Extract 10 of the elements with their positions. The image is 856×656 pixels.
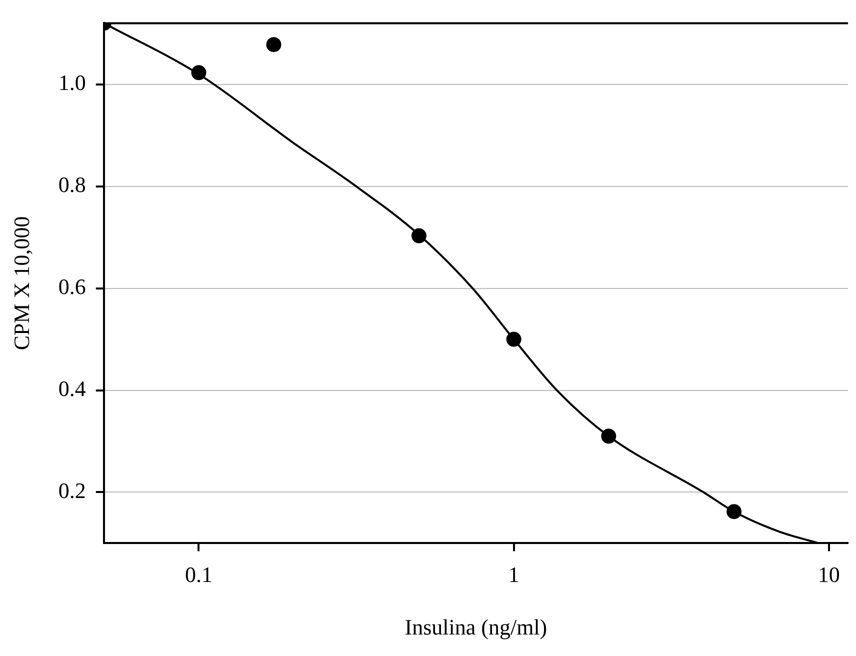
y-tick-label: 0.8 bbox=[58, 172, 86, 198]
x-tick-label: 0.1 bbox=[184, 562, 212, 588]
y-tick-label: 0.2 bbox=[58, 478, 86, 503]
y-axis-title: CPM X 10,000 bbox=[8, 216, 34, 350]
x-tick-label: 1 bbox=[508, 562, 520, 588]
x-axis-title: Insulina (ng/ml) bbox=[404, 614, 548, 640]
y-tick-label: 1.0 bbox=[58, 70, 86, 96]
y-tick-label: 0.6 bbox=[58, 274, 86, 300]
y-tick-label: 0.4 bbox=[58, 376, 86, 402]
x-tick-label: 10 bbox=[818, 562, 840, 588]
